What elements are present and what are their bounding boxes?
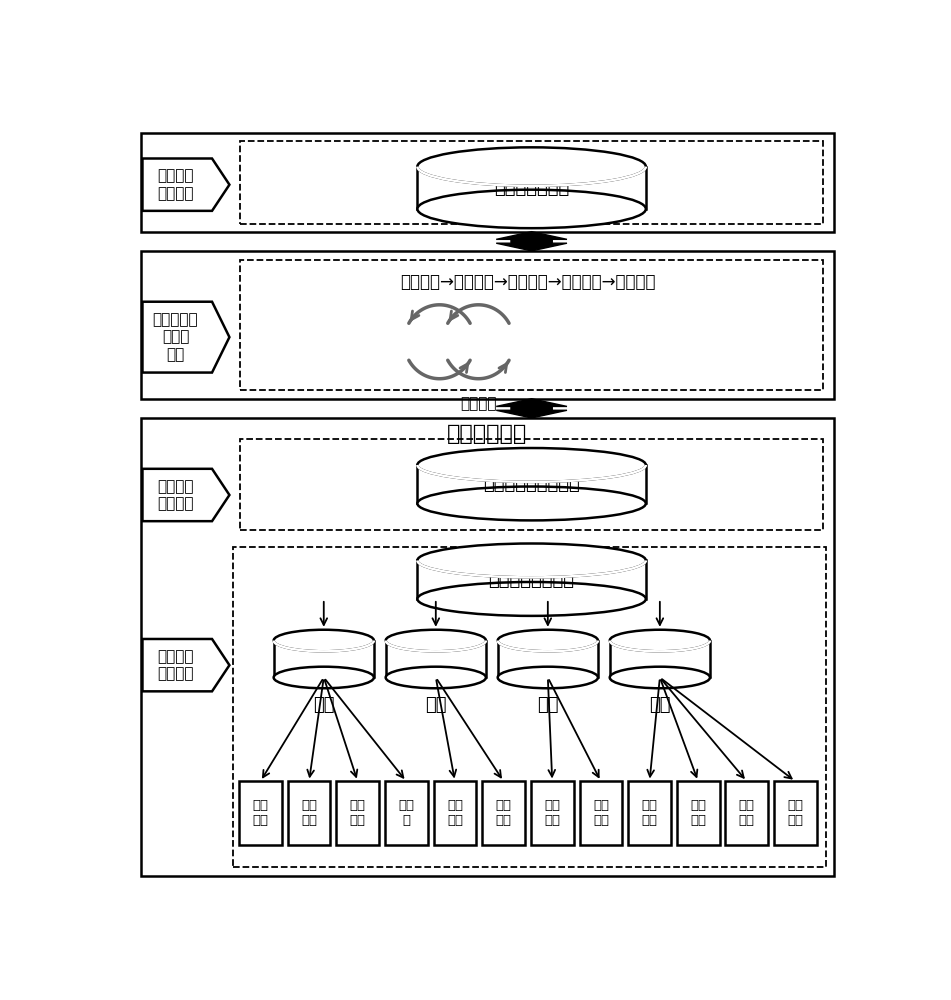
- Polygon shape: [143, 158, 229, 211]
- Bar: [241, 439, 823, 530]
- Text: 硬性工程指标库: 硬性工程指标库: [494, 179, 570, 197]
- Text: 成本: 成本: [313, 696, 335, 714]
- Bar: [385, 781, 428, 845]
- Bar: [241, 260, 823, 389]
- Text: 预警管理: 预警管理: [460, 396, 496, 411]
- Text: 数据采集录入: 数据采集录入: [447, 424, 528, 444]
- Polygon shape: [143, 639, 229, 691]
- Text: 物资
供应: 物资 供应: [642, 799, 657, 827]
- Text: 数据分析→数据筛选→数据整理→数据存储→实时更新: 数据分析→数据筛选→数据整理→数据存储→实时更新: [400, 273, 655, 291]
- Polygon shape: [496, 232, 567, 251]
- Text: 外部
协调: 外部 协调: [739, 799, 755, 827]
- Text: 同类项目数据收集库: 同类项目数据收集库: [483, 475, 580, 493]
- Text: 信息
传递: 信息 传递: [787, 799, 804, 827]
- Bar: [337, 781, 379, 845]
- Text: 社会
经济: 社会 经济: [690, 799, 707, 827]
- Ellipse shape: [497, 630, 598, 651]
- Bar: [141, 418, 834, 876]
- Text: 技术
管理: 技术 管理: [592, 799, 609, 827]
- Text: 材料
设备: 材料 设备: [544, 799, 560, 827]
- Polygon shape: [496, 399, 567, 418]
- Ellipse shape: [417, 190, 646, 228]
- Text: 目标
成本: 目标 成本: [350, 799, 366, 827]
- Bar: [239, 781, 281, 845]
- Bar: [726, 781, 768, 845]
- Ellipse shape: [417, 487, 646, 520]
- Text: 进度: 进度: [650, 696, 670, 714]
- Bar: [579, 781, 622, 845]
- Ellipse shape: [417, 448, 646, 482]
- Text: 合同
交易: 合同 交易: [301, 799, 317, 827]
- Bar: [482, 781, 525, 845]
- Ellipse shape: [610, 667, 710, 688]
- Bar: [141, 251, 834, 399]
- Text: 制度
管理: 制度 管理: [447, 799, 463, 827]
- Text: 本项目数据收集库: 本项目数据收集库: [489, 571, 574, 589]
- Text: 地域
气候: 地域 气候: [495, 799, 512, 827]
- Ellipse shape: [417, 543, 646, 577]
- Polygon shape: [143, 469, 229, 521]
- Ellipse shape: [386, 630, 486, 651]
- Text: 市场
报价: 市场 报价: [252, 799, 268, 827]
- Bar: [531, 781, 573, 845]
- Bar: [677, 781, 720, 845]
- Ellipse shape: [610, 630, 710, 651]
- Bar: [233, 547, 826, 867]
- Ellipse shape: [274, 667, 374, 688]
- Bar: [241, 141, 823, 224]
- Ellipse shape: [417, 582, 646, 616]
- Text: 外部数据
横向对比: 外部数据 横向对比: [157, 479, 194, 511]
- Ellipse shape: [417, 147, 646, 186]
- Polygon shape: [143, 302, 229, 373]
- Ellipse shape: [386, 667, 486, 688]
- Bar: [141, 133, 834, 232]
- Bar: [629, 781, 670, 845]
- Text: 第三
方: 第三 方: [398, 799, 415, 827]
- Text: 电建工程数
据应用
平台: 电建工程数 据应用 平台: [153, 312, 199, 362]
- Bar: [287, 781, 330, 845]
- Bar: [434, 781, 476, 845]
- Ellipse shape: [497, 667, 598, 688]
- Text: 规范性指
标数据库: 规范性指 标数据库: [157, 168, 194, 201]
- Text: 安全: 安全: [425, 696, 447, 714]
- Text: 质量: 质量: [537, 696, 558, 714]
- Bar: [774, 781, 817, 845]
- Ellipse shape: [274, 630, 374, 651]
- Text: 内部数据
纵向对比: 内部数据 纵向对比: [157, 649, 194, 681]
